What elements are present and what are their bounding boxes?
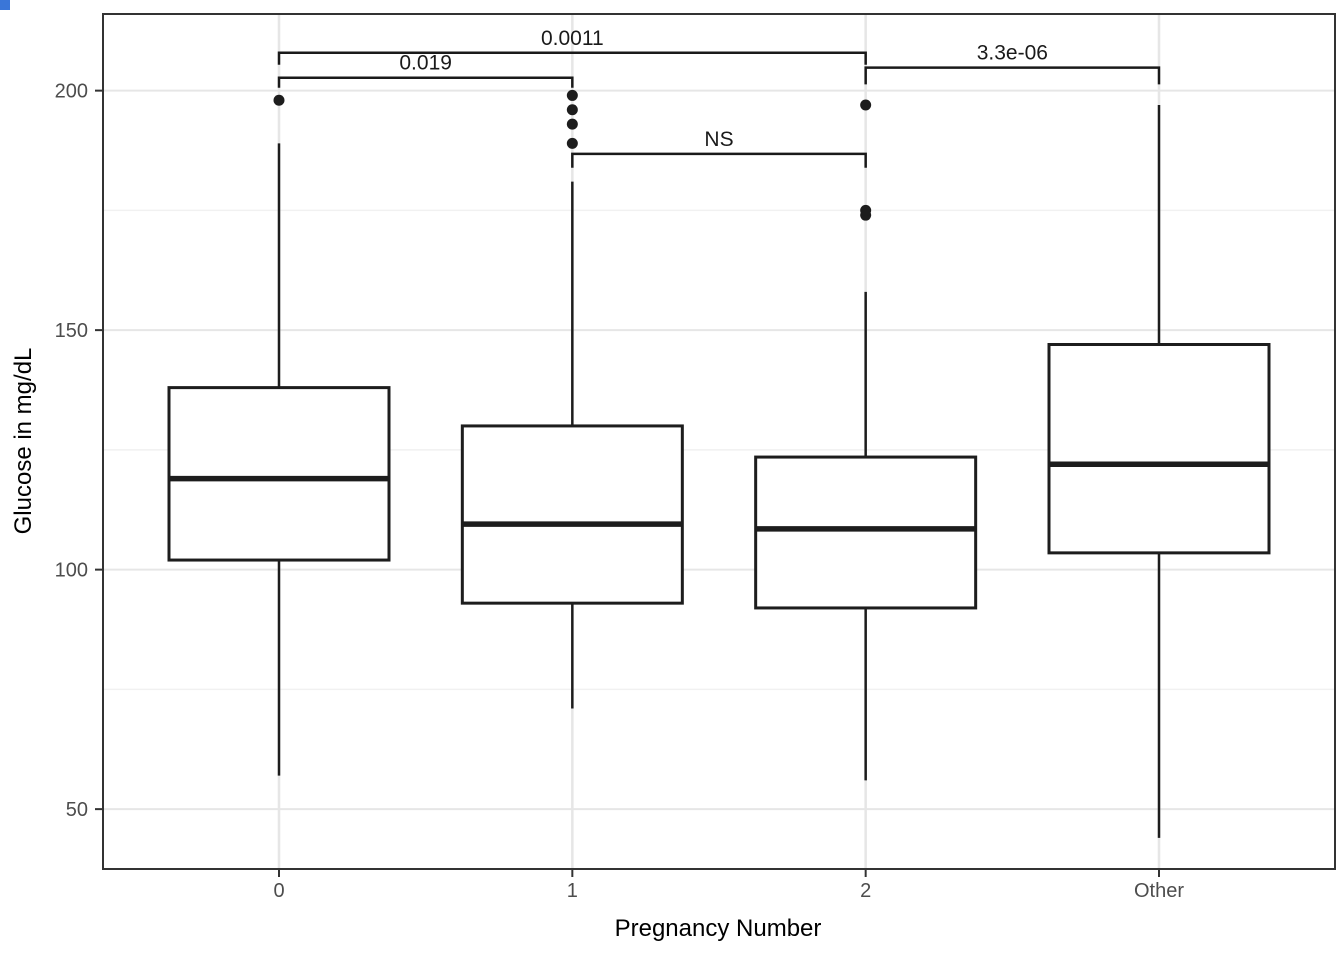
axis-layer: 50 100 150 200 0 1 2 Other [55, 81, 1185, 902]
significance-bracket [571, 152, 867, 168]
significance-label: 3.3e-06 [977, 42, 1048, 65]
y-tick-label: 100 [55, 560, 88, 582]
significance-bracket [277, 51, 867, 65]
boxplot-box [460, 424, 684, 605]
outlier-point [566, 137, 578, 149]
y-tick-label: 50 [66, 799, 88, 821]
boxplot-box [1047, 343, 1271, 555]
boxplot-box [167, 386, 391, 562]
significance-bracket [277, 76, 574, 88]
significance-layer: 0.019 0.0011 NS 3.3e-06 [277, 27, 1161, 168]
outlier-point [273, 94, 285, 106]
panel-border [102, 13, 1336, 870]
panel-border-layer [102, 13, 1336, 870]
outlier-point [566, 89, 578, 101]
significance-label: NS [704, 128, 733, 151]
y-tick-label: 150 [55, 320, 88, 342]
boxplot-box [754, 455, 978, 610]
outlier-point [860, 204, 872, 216]
box-layer [167, 89, 1271, 838]
significance-label: 0.0011 [541, 27, 604, 50]
x-tick-label: 0 [273, 880, 284, 902]
significance-label: 0.019 [399, 52, 452, 75]
significance-bracket [864, 66, 1161, 85]
x-tick-label: Other [1134, 880, 1184, 902]
outlier-point [860, 99, 872, 111]
x-axis-title: Pregnancy Number [615, 915, 822, 942]
outlier-point [566, 104, 578, 116]
outlier-point [566, 118, 578, 130]
x-tick-label: 2 [860, 880, 871, 902]
y-axis-title: Glucose in mg/dL [10, 348, 37, 535]
x-tick-label: 1 [567, 880, 578, 902]
y-tick-label: 200 [55, 81, 88, 103]
corner-artifact [0, 0, 10, 10]
